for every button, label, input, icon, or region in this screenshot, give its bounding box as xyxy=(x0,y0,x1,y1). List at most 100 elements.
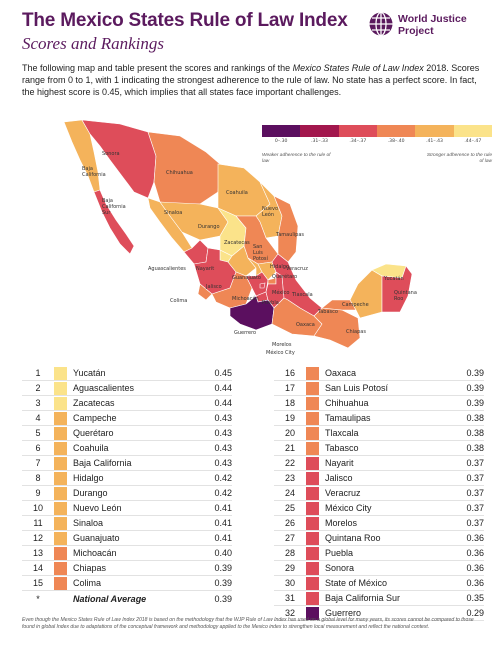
score-color-swatch xyxy=(54,381,67,395)
ranking-row: 12 Guanajuato 0.41 xyxy=(22,531,232,546)
state-guanajuato xyxy=(227,245,257,277)
footnote: Even though the Mexico States Rule of La… xyxy=(22,617,474,630)
map-label-tabasco: Tabasco xyxy=(318,309,338,315)
state-name: Aguascalientes xyxy=(73,383,135,393)
score-color-swatch xyxy=(306,381,319,395)
globe-icon xyxy=(369,11,393,37)
state-score: 0.44 xyxy=(214,383,232,393)
map-label-tamaulipas: Tamaulipas xyxy=(276,232,305,238)
legend-swatch xyxy=(262,125,301,137)
rank-number: 17 xyxy=(284,383,295,393)
rank-number: 28 xyxy=(284,548,295,558)
legend-tick-label: 0–.30 xyxy=(274,139,288,144)
state-name: National Average xyxy=(73,593,147,604)
map-label-cdmx: México City xyxy=(266,350,295,356)
legend-swatch xyxy=(415,125,454,137)
state-name: Quintana Roo xyxy=(325,533,381,543)
ranking-row: 30 State of México 0.36 xyxy=(274,576,484,591)
state-score: 0.39 xyxy=(214,578,232,588)
page-title: The Mexico States Rule of Law Index xyxy=(22,10,348,31)
state-score: 0.39 xyxy=(466,398,484,408)
rank-number: 1 xyxy=(35,368,41,378)
rank-number: 11 xyxy=(33,518,43,528)
state-score: 0.36 xyxy=(466,548,484,558)
rank-number: 2 xyxy=(35,383,41,393)
legend-tick-label: .34–.37 xyxy=(349,139,367,144)
score-color-swatch xyxy=(306,441,319,455)
state-score: 0.45 xyxy=(214,368,232,378)
state-name: Hidalgo xyxy=(73,473,104,483)
legend-tick-label: .41–.43 xyxy=(426,139,443,144)
ranking-row: 27 Quintana Roo 0.36 xyxy=(274,531,484,546)
score-color-swatch xyxy=(54,531,67,545)
map-label-oaxaca: Oaxaca xyxy=(296,322,315,328)
state-name: Tabasco xyxy=(325,443,359,453)
mexico-map xyxy=(63,119,413,349)
state-name: Durango xyxy=(73,488,108,498)
ranking-row: 24 Veracruz 0.37 xyxy=(274,486,484,501)
map-label-puebla: Puebla xyxy=(262,300,279,306)
score-color-swatch xyxy=(54,411,67,425)
rank-number: 15 xyxy=(32,578,43,588)
state-name: Querétaro xyxy=(73,428,114,438)
state-score: 0.36 xyxy=(466,578,484,588)
map-label-nayarit: Nayarit xyxy=(196,266,215,272)
map-label-baja-california: Baja California xyxy=(82,166,106,178)
ranking-row: 11 Sinaloa 0.41 xyxy=(22,516,232,531)
ranking-row: 26 Morelos 0.37 xyxy=(274,516,484,531)
state-mexico xyxy=(245,271,269,297)
state-score: 0.37 xyxy=(466,518,484,528)
rank-number: 6 xyxy=(35,443,41,453)
state-score: 0.39 xyxy=(214,563,232,573)
score-color-swatch xyxy=(306,426,319,440)
state-name: Michoacán xyxy=(73,548,117,558)
rank-number: 14 xyxy=(32,563,43,573)
ranking-row: 32 Guerrero 0.29 xyxy=(274,606,484,621)
map-label-durango: Durango xyxy=(198,224,220,230)
state-name: Nuevo León xyxy=(73,503,122,513)
state-colima xyxy=(197,283,213,301)
state-name: Tamaulipas xyxy=(325,413,371,423)
logo-text: World Justice Project xyxy=(398,13,467,37)
state-name: Yucatán xyxy=(73,368,106,378)
ranking-row: 9 Durango 0.42 xyxy=(22,486,232,501)
national-average-row: * National Average 0.39 xyxy=(22,591,232,606)
rank-number: 8 xyxy=(35,473,41,483)
state-name: Guanajuato xyxy=(73,533,120,543)
score-color-swatch xyxy=(54,486,67,500)
score-color-swatch xyxy=(306,501,319,515)
state-name: Morelos xyxy=(325,518,358,528)
state-hidalgo xyxy=(257,261,277,281)
rank-number: 4 xyxy=(35,413,41,423)
ranking-row: 2 Aguascalientes 0.44 xyxy=(22,381,232,396)
state-score: 0.39 xyxy=(466,383,484,393)
score-color-swatch xyxy=(54,546,67,560)
map-label-mexico: México xyxy=(272,290,290,296)
legend-weak-label: Weaker adherence to the rule of law xyxy=(262,153,331,164)
state-name: Colima xyxy=(73,578,102,588)
rank-number: 22 xyxy=(284,458,295,468)
rank-number: 29 xyxy=(284,563,295,573)
score-color-swatch xyxy=(306,396,319,410)
map-label-sinaloa: Sinaloa xyxy=(164,210,183,216)
rank-number: 26 xyxy=(284,518,295,528)
page-subtitle: Scores and Rankings xyxy=(22,34,164,53)
map-label-morelos: Morelos xyxy=(272,342,292,348)
rank-number: 16 xyxy=(284,368,295,378)
rank-number: 27 xyxy=(284,533,295,543)
intro-text: The following map and table present the … xyxy=(22,63,293,73)
state-mexico-city xyxy=(259,282,266,289)
map-label-nuevo-leon: Nuevo León xyxy=(262,206,279,218)
score-color-swatch xyxy=(306,471,319,485)
rank-number: * xyxy=(36,593,40,604)
state-name: Baja California xyxy=(73,458,132,468)
map-label-queretaro: Querétaro xyxy=(272,274,298,280)
map-label-veracruz: Veracruz xyxy=(286,266,308,272)
legend-tick-label: .31–.33 xyxy=(311,139,328,144)
map-label-hidalgo: Hidalgo xyxy=(270,264,290,270)
state-name: Tlaxcala xyxy=(325,428,359,438)
ranking-row: 31 Baja California Sur 0.35 xyxy=(274,591,484,606)
map-label-zacatecas: Zacatecas xyxy=(224,240,250,246)
state-score: 0.44 xyxy=(214,398,232,408)
score-color-swatch xyxy=(54,471,67,485)
